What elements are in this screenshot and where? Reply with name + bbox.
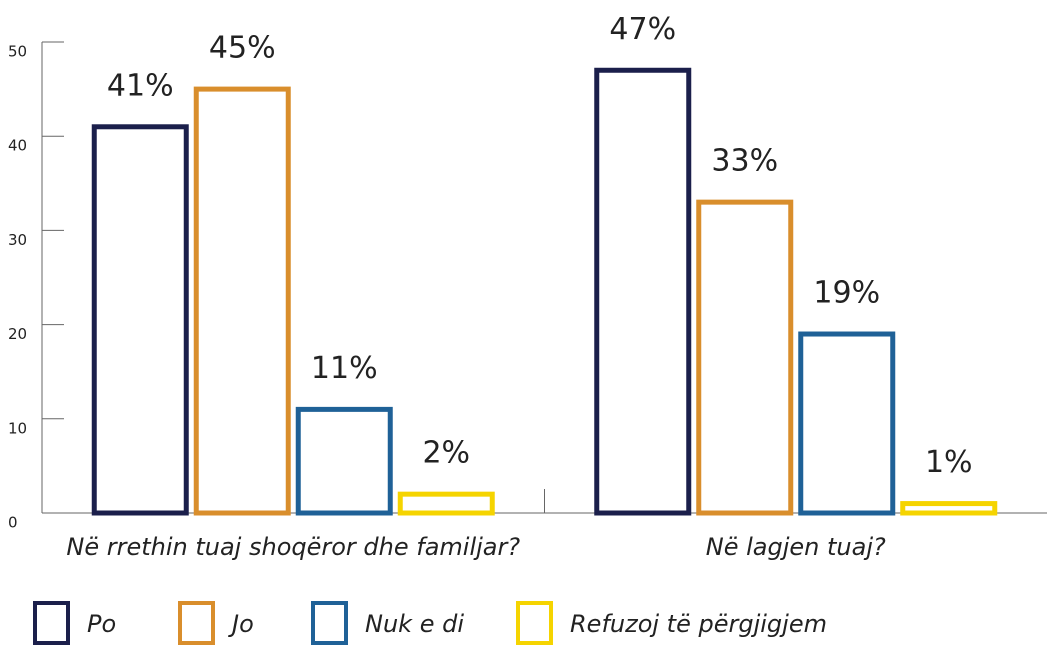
bar	[295, 406, 393, 516]
value-label: 41%	[107, 68, 174, 103]
x-tick-label: Në lagjen tuaj?	[706, 533, 886, 561]
y-tick-label: 0	[8, 514, 18, 532]
legend-label: Refuzoj të përgjigjem	[570, 610, 827, 638]
bar	[900, 501, 998, 516]
value-label: 45%	[209, 31, 276, 66]
bar	[798, 331, 896, 516]
bar	[91, 124, 189, 516]
bar	[193, 86, 291, 516]
legend-swatch	[311, 601, 348, 645]
value-label: 1%	[925, 445, 973, 480]
legend-swatch	[33, 601, 70, 645]
value-label: 47%	[609, 12, 676, 47]
bar	[696, 199, 794, 516]
y-tick-label: 50	[8, 43, 27, 61]
value-label: 2%	[422, 436, 470, 471]
legend-label: Nuk e di	[365, 610, 464, 638]
value-label: 33%	[711, 144, 778, 179]
legend-label: Jo	[228, 610, 254, 638]
legend-swatch	[516, 601, 553, 645]
y-tick-label: 30	[8, 231, 27, 249]
bar	[594, 67, 692, 516]
legend-swatch	[178, 601, 215, 645]
legend-label: Po	[87, 610, 116, 638]
bar	[397, 491, 495, 516]
value-label: 19%	[813, 276, 880, 311]
y-tick-label: 10	[8, 419, 27, 437]
y-tick-label: 20	[8, 325, 27, 343]
x-tick-label: Në rrethin tuaj shoqëror dhe familjar?	[66, 533, 520, 561]
y-tick-label: 40	[8, 137, 27, 155]
value-label: 11%	[311, 351, 378, 386]
